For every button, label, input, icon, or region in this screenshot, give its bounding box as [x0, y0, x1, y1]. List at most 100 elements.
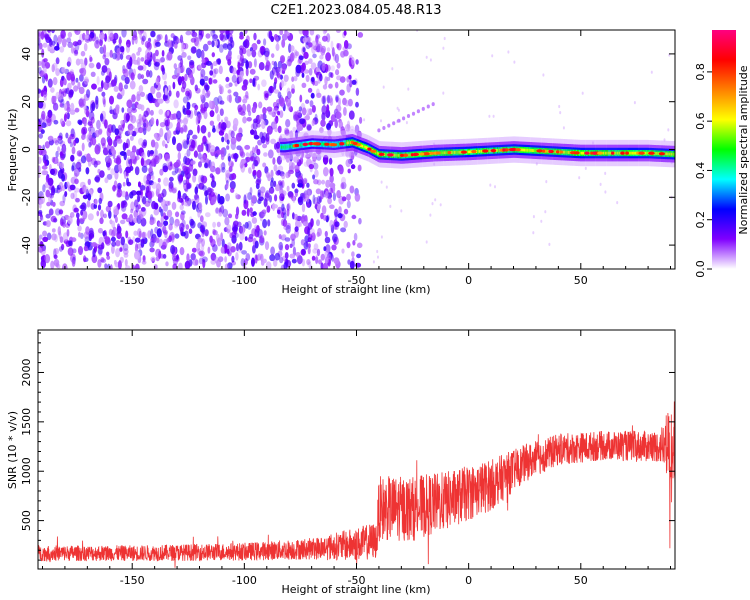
heatmap-cell [60, 30, 66, 39]
heatmap-cell [62, 194, 66, 203]
heatmap-cell [149, 240, 155, 248]
heatmap-cell [225, 76, 230, 83]
heatmap-cell [61, 75, 65, 81]
heatmap-cell [467, 150, 469, 154]
heatmap-cell [242, 98, 248, 104]
heatmap-cell [277, 213, 283, 219]
heatmap-cell [633, 101, 636, 105]
heatmap-cell [409, 153, 411, 157]
heatmap-cell [326, 104, 330, 113]
heatmap-cell [204, 82, 208, 90]
heatmap-cell [69, 109, 76, 115]
heatmap-cell [45, 189, 51, 198]
heatmap-cell [262, 143, 268, 149]
heatmap-cell [425, 240, 428, 244]
heatmap-cell [170, 244, 176, 255]
heatmap-cell [349, 260, 355, 269]
heatmap-cell [208, 100, 213, 109]
heatmap-cell [74, 178, 79, 185]
heatmap-cell [88, 62, 95, 69]
heatmap-cell [330, 114, 336, 123]
heatmap-cell [378, 152, 380, 156]
heatmap-cell [149, 150, 154, 155]
heatmap-cell [270, 246, 275, 256]
heatmap-cell [44, 34, 50, 41]
heatmap-cell [83, 245, 88, 252]
heatmap-cell [61, 120, 66, 127]
heatmap-cell [131, 108, 137, 113]
heatmap-cell [351, 214, 357, 220]
heatmap-cell [446, 151, 448, 155]
heatmap-cell [365, 145, 367, 149]
heatmap-cell [313, 162, 319, 170]
heatmap-cell [606, 151, 608, 155]
x-tick-label: -100 [232, 574, 257, 587]
heatmap-cell [488, 114, 491, 118]
heatmap-cell [306, 125, 312, 131]
heatmap-cell [632, 151, 634, 155]
heatmap-cell [477, 150, 479, 153]
heatmap-cell [341, 248, 345, 254]
heatmap-cell [245, 152, 250, 157]
heatmap-cell [150, 30, 156, 38]
heatmap-cell [153, 208, 160, 216]
heatmap-cell [123, 248, 129, 255]
heatmap-cell [285, 119, 291, 128]
heatmap-cell [293, 114, 299, 122]
heatmap-cell [336, 75, 342, 81]
heatmap-cell [100, 137, 106, 147]
heatmap-cell [397, 108, 400, 112]
heatmap-cell [61, 66, 66, 73]
heatmap-cell [307, 227, 311, 237]
heatmap-cell [280, 79, 285, 89]
heatmap-cell [273, 164, 278, 172]
heatmap-cell [284, 127, 290, 136]
heatmap-cell [275, 43, 280, 51]
heatmap-cell [603, 151, 605, 155]
heatmap-cell [535, 149, 537, 153]
heatmap-cell [230, 130, 235, 138]
heatmap-cell [56, 137, 62, 143]
heatmap-cell [162, 205, 166, 212]
heatmap-cell [347, 98, 353, 107]
heatmap-cell [83, 118, 87, 127]
heatmap-cell [156, 34, 161, 42]
heatmap-cell [49, 44, 56, 53]
heatmap-cell [249, 68, 256, 75]
heatmap-cell [280, 145, 282, 149]
heatmap-cell [241, 250, 248, 255]
heatmap-cell [142, 78, 149, 85]
heatmap-cell [197, 113, 202, 121]
heatmap-cell [52, 95, 57, 103]
heatmap-cell [536, 149, 543, 153]
heatmap-cell [211, 52, 215, 58]
heatmap-cell [333, 257, 340, 265]
heatmap-cell [289, 145, 291, 148]
heatmap-cell [363, 118, 366, 122]
heatmap-cell [224, 243, 228, 254]
heatmap-cell [58, 181, 64, 190]
heatmap-cell [456, 150, 459, 154]
heatmap-cell [239, 147, 244, 156]
heatmap-cell [166, 117, 170, 127]
heatmap-cell [240, 62, 244, 67]
heatmap-cell [210, 165, 214, 172]
heatmap-cell [270, 169, 274, 178]
heatmap-cell [234, 192, 239, 200]
heatmap-cell [356, 253, 362, 259]
heatmap-cell [385, 185, 388, 189]
heatmap-cell [64, 102, 67, 111]
heatmap-cell [262, 258, 267, 264]
heatmap-cell [140, 74, 145, 80]
heatmap-cell [316, 204, 321, 211]
heatmap-cell [100, 209, 104, 219]
heatmap-cell [93, 160, 98, 168]
heatmap-cell [54, 248, 59, 255]
heatmap-cell [42, 184, 46, 193]
heatmap-cell [306, 193, 310, 203]
heatmap-cell [181, 44, 186, 49]
heatmap-cell [137, 73, 142, 80]
heatmap-cell [534, 149, 536, 153]
heatmap-cell [166, 117, 170, 127]
heatmap-cell [40, 259, 46, 269]
